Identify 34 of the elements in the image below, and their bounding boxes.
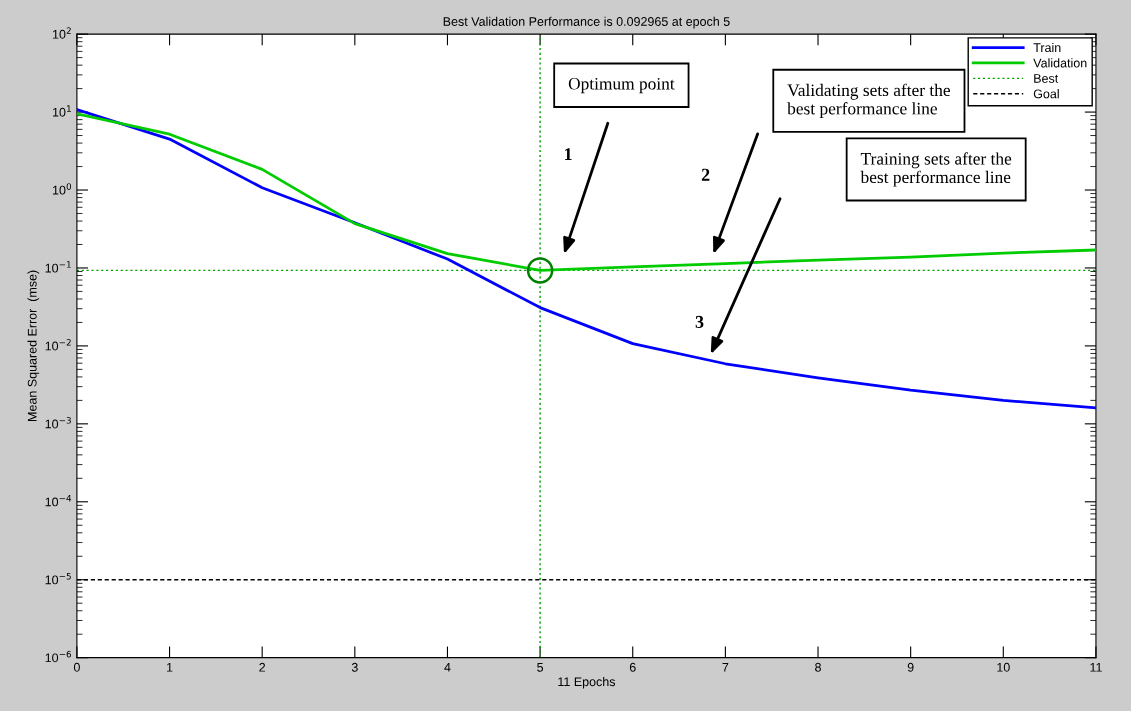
chart-title: Best Validation Performance is 0.092965 at epoch 5 <box>443 16 730 29</box>
y-tick-label: 10$^{1}$ <box>53 105 71 117</box>
x-tick-label: 11 <box>1090 663 1102 672</box>
legend-label: Validation <box>1033 58 1087 68</box>
annotation: 1 <box>565 148 572 161</box>
annotation: 2 <box>701 168 710 181</box>
x-tick-label: 0 <box>73 662 80 672</box>
x-tick-label: 8 <box>815 662 821 672</box>
y-tick-label: 10$^{0}$ <box>53 183 72 195</box>
y-tick-label: 10$^{−6}$ <box>45 650 72 663</box>
x-tick-label: 2 <box>259 662 266 672</box>
y-axis-title: Mean Squared Error (mse) <box>27 270 40 421</box>
x-tick-label: 6 <box>629 662 636 672</box>
y-tick-label: 10$^{−2}$ <box>45 339 71 351</box>
x-axis-title: 11 Epochs <box>558 676 616 689</box>
x-tick-label: 4 <box>444 663 451 672</box>
legend-label: Goal <box>1033 89 1059 99</box>
x-tick-label: 7 <box>722 663 729 672</box>
y-tick-label: 10$^{−5}$ <box>45 573 71 585</box>
y-tick-label: 10$^{−4}$ <box>45 495 72 507</box>
x-tick-label: 5 <box>537 663 544 672</box>
annotation: Training sets after the best performance line <box>860 152 1012 187</box>
legend-label: Best <box>1034 74 1059 83</box>
x-tick-label: 1 <box>167 663 173 672</box>
y-tick-label: 10$^{−3}$ <box>45 417 71 429</box>
y-tick-label: 10$^{2}$ <box>53 27 71 39</box>
annotation: Validating sets after the best performance line <box>787 83 950 119</box>
x-tick-label: 9 <box>907 662 914 672</box>
annotation: Optimum point <box>568 77 675 94</box>
legend-label: Train <box>1033 42 1061 53</box>
x-tick-label: 10 <box>997 662 1010 672</box>
annotation: 3 <box>695 315 704 328</box>
y-tick-label: 10$^{−1}$ <box>45 261 71 273</box>
x-tick-label: 3 <box>351 662 358 672</box>
